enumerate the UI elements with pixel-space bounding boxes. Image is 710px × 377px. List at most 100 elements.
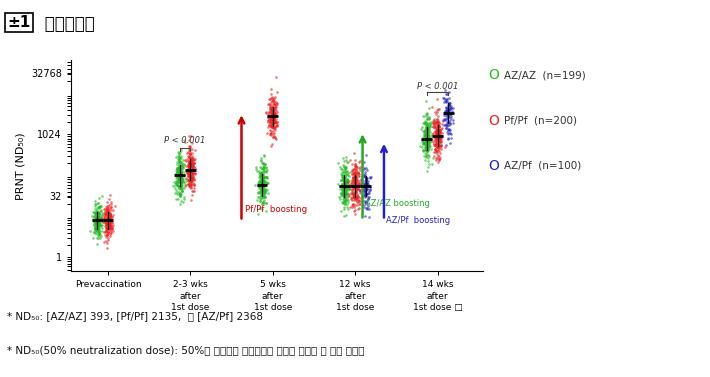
Point: [183, 159, 195, 165]
Point: [351, 164, 363, 170]
Point: [342, 176, 353, 182]
Point: [91, 224, 102, 230]
Point: [185, 174, 196, 180]
Point: [183, 143, 195, 149]
Point: [420, 141, 431, 147]
Point: [171, 165, 182, 171]
Point: [420, 143, 432, 149]
Point: [185, 176, 197, 182]
Point: [419, 134, 430, 140]
Point: [343, 178, 354, 184]
Point: [441, 123, 452, 129]
Point: [92, 225, 103, 231]
Point: [104, 221, 115, 227]
Point: [420, 132, 431, 138]
Point: [347, 190, 359, 196]
Point: [173, 181, 184, 187]
Point: [259, 193, 271, 199]
Point: [178, 172, 190, 178]
Point: [435, 142, 447, 148]
Point: [178, 196, 190, 202]
Point: [93, 214, 104, 220]
Point: [351, 178, 362, 184]
Point: [90, 215, 102, 221]
Point: [268, 116, 280, 122]
Point: [104, 224, 115, 230]
Point: [346, 172, 358, 178]
Point: [267, 98, 278, 104]
Point: [444, 130, 456, 136]
Point: [422, 132, 434, 138]
Point: [425, 137, 436, 143]
Point: [342, 179, 353, 185]
Point: [255, 189, 266, 195]
Point: [90, 225, 102, 231]
Point: [168, 183, 179, 189]
Point: [340, 183, 351, 189]
Point: [341, 187, 352, 193]
Point: [346, 186, 357, 192]
Point: [422, 141, 434, 147]
Point: [361, 205, 372, 211]
Point: [349, 173, 361, 179]
Point: [432, 141, 443, 147]
Point: [180, 181, 191, 187]
Point: [337, 187, 349, 193]
Point: [94, 203, 105, 209]
Point: [348, 171, 359, 177]
Point: [431, 148, 442, 154]
Point: [256, 206, 268, 212]
Point: [171, 171, 182, 177]
Point: [351, 163, 362, 169]
Point: [417, 148, 429, 154]
Point: [427, 104, 438, 110]
Point: [252, 189, 263, 195]
Point: [417, 136, 428, 143]
Point: [358, 185, 369, 191]
Point: [173, 176, 184, 182]
Point: [91, 208, 102, 215]
Point: [342, 167, 353, 173]
Point: [187, 150, 198, 156]
Point: [257, 179, 268, 185]
Point: [186, 167, 197, 173]
Point: [425, 138, 437, 144]
Point: [443, 89, 454, 95]
Point: [430, 141, 442, 147]
Point: [424, 139, 435, 146]
Point: [447, 107, 458, 113]
Point: [338, 178, 349, 184]
Point: [93, 222, 104, 228]
Point: [362, 183, 373, 189]
Point: [268, 134, 279, 140]
Point: [360, 191, 371, 197]
Point: [264, 119, 275, 125]
Point: [99, 210, 110, 216]
Point: [339, 191, 351, 197]
Point: [339, 182, 351, 188]
Point: [266, 122, 278, 128]
Point: [271, 104, 282, 110]
Point: [104, 219, 115, 225]
Point: [430, 111, 442, 117]
Point: [258, 178, 270, 184]
Point: [264, 127, 275, 133]
Point: [261, 174, 272, 180]
Point: [432, 127, 444, 133]
Point: [171, 161, 182, 167]
Point: [417, 147, 428, 153]
Point: [185, 175, 196, 181]
Point: [175, 182, 187, 188]
Point: [355, 182, 366, 188]
Point: [104, 216, 115, 222]
Point: [348, 192, 359, 198]
Point: [87, 213, 98, 219]
Point: [102, 218, 113, 224]
Point: [263, 115, 274, 121]
Point: [258, 175, 269, 181]
Point: [107, 207, 119, 213]
Point: [268, 125, 279, 131]
Point: [339, 201, 351, 207]
Point: [173, 184, 185, 190]
Point: [257, 190, 268, 196]
